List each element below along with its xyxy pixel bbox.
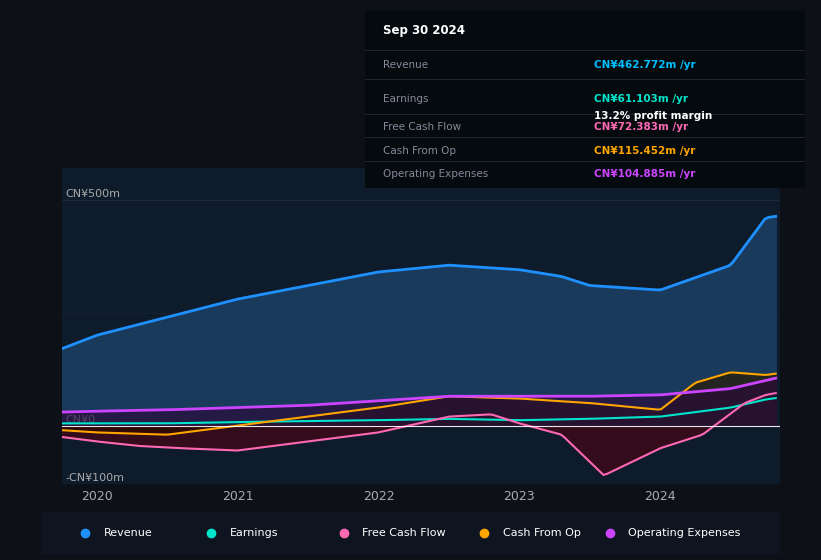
Text: CN¥115.452m /yr: CN¥115.452m /yr [594,146,695,156]
Text: Earnings: Earnings [230,529,278,538]
Text: CN¥72.383m /yr: CN¥72.383m /yr [594,122,688,132]
Text: Free Cash Flow: Free Cash Flow [363,529,446,538]
Text: -CN¥100m: -CN¥100m [66,474,125,483]
Text: Earnings: Earnings [383,94,429,104]
Text: Sep 30 2024: Sep 30 2024 [383,24,465,36]
Text: Operating Expenses: Operating Expenses [383,169,488,179]
Text: CN¥462.772m /yr: CN¥462.772m /yr [594,60,695,70]
Text: Revenue: Revenue [383,60,428,70]
Text: CN¥104.885m /yr: CN¥104.885m /yr [594,169,695,179]
Text: Free Cash Flow: Free Cash Flow [383,122,461,132]
Text: Revenue: Revenue [103,529,153,538]
Text: Cash From Op: Cash From Op [383,146,456,156]
Text: 13.2% profit margin: 13.2% profit margin [594,111,712,121]
Text: Cash From Op: Cash From Op [502,529,580,538]
Text: Operating Expenses: Operating Expenses [629,529,741,538]
Text: CN¥61.103m /yr: CN¥61.103m /yr [594,94,688,104]
Text: CN¥500m: CN¥500m [66,189,121,199]
Text: CN¥0: CN¥0 [66,415,96,424]
